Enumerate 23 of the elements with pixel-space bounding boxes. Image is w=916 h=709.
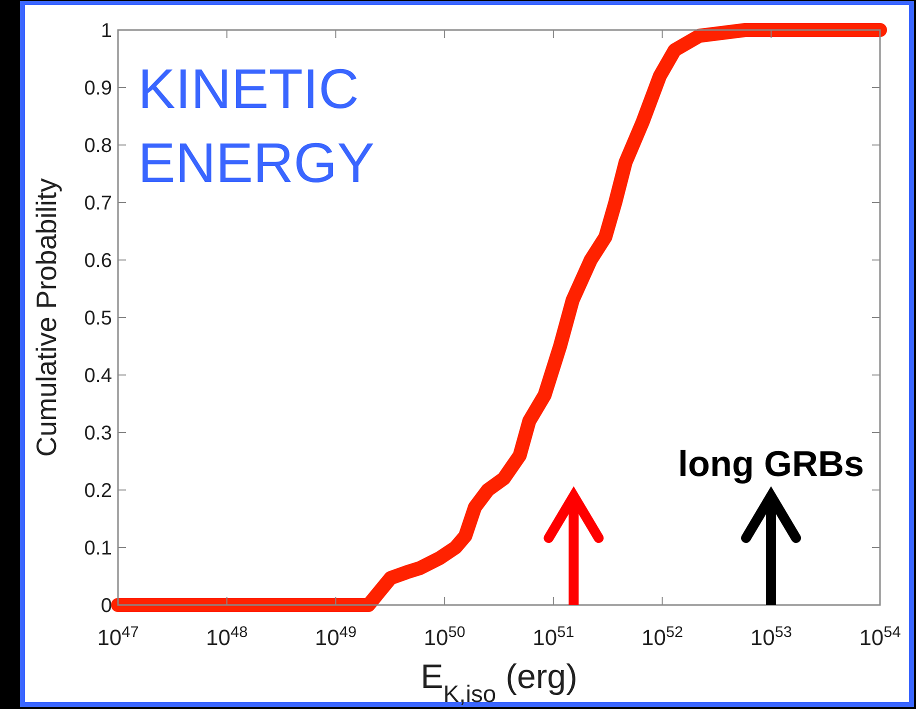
x-tick-label: 10$^{50}$	[424, 624, 466, 650]
y-tick-label: 0.4	[84, 365, 112, 387]
annotation: long GRBs	[678, 443, 864, 484]
y-tick-label: 0.8	[84, 135, 112, 157]
x-tick-label: 10$^{47}$	[97, 624, 139, 650]
y-tick-label: 0.1	[84, 538, 112, 560]
x-tick-label: 10$^{48}$	[206, 624, 248, 650]
y-axis-title: Cumulative Probability	[31, 178, 62, 457]
x-tick-label: 10$^{54}$	[859, 624, 902, 650]
text: KINETIC ENERGY	[138, 57, 374, 194]
y-tick-label: 0.7	[84, 192, 112, 214]
x-axis-title: E$_{K,iso}$ (erg)	[420, 658, 578, 708]
y-tick-label: 0.5	[84, 308, 112, 330]
x-tick-label: 10$^{49}$	[314, 624, 357, 650]
y-tick-label: 0	[100, 595, 112, 617]
y-tick-label: 0.3	[84, 422, 112, 444]
x-tick-label: 10$^{53}$	[750, 624, 792, 650]
x-tick-label: 10$^{51}$	[532, 624, 574, 650]
x-tick-label: 10$^{52}$	[641, 624, 684, 650]
y-tick-label: 0.9	[84, 78, 112, 100]
y-tick-label: 1	[100, 20, 112, 42]
y-tick-label: 0.2	[84, 480, 112, 502]
y-tick-label: 0.6	[84, 250, 112, 272]
